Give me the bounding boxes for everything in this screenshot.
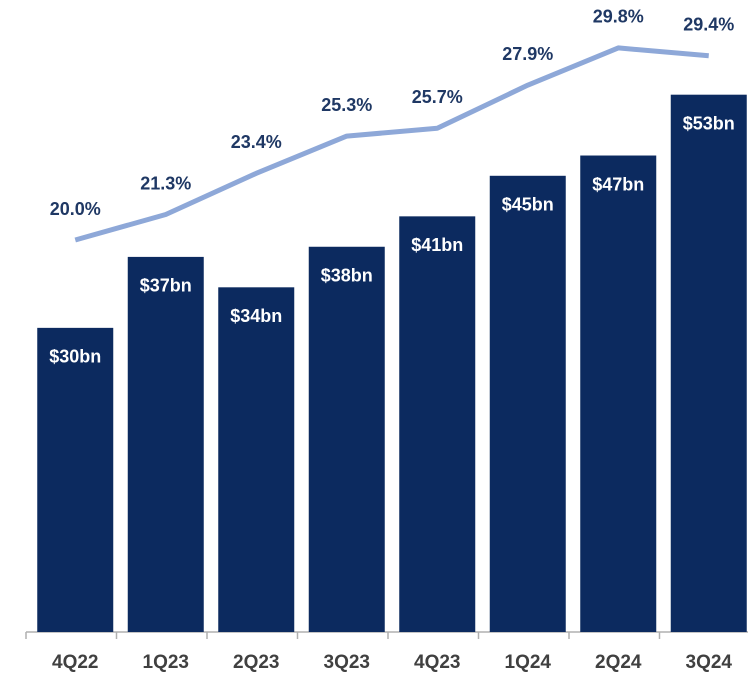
x-tick-label: 3Q23 xyxy=(324,652,370,673)
x-tick-label: 4Q22 xyxy=(52,652,98,673)
bar-value-label: $34bn xyxy=(230,306,282,326)
bar xyxy=(218,287,295,632)
bar-value-label: $41bn xyxy=(411,235,463,255)
bar-value-label: $47bn xyxy=(592,174,644,194)
line-value-label: 20.0% xyxy=(50,199,101,219)
bar xyxy=(580,155,657,632)
bar-value-label: $45bn xyxy=(502,195,554,215)
bar-value-label: $53bn xyxy=(683,113,735,133)
bar xyxy=(670,94,747,633)
x-tick-label: 4Q23 xyxy=(414,652,460,673)
bar-value-label: $30bn xyxy=(49,347,101,367)
x-tick-label: 3Q24 xyxy=(686,652,733,673)
x-tick-label: 2Q24 xyxy=(595,652,642,673)
line-value-label: 23.4% xyxy=(231,132,282,152)
bar xyxy=(489,175,566,633)
x-tick-label: 2Q23 xyxy=(233,652,279,673)
bar xyxy=(308,246,385,633)
line-value-label: 29.8% xyxy=(593,7,644,27)
line-value-label: 27.9% xyxy=(502,44,553,64)
line-value-label: 21.3% xyxy=(140,173,191,193)
bar-value-label: $38bn xyxy=(321,266,373,286)
bar xyxy=(399,216,476,632)
bar xyxy=(37,327,114,632)
line xyxy=(74,45,709,243)
line-value-label: 25.3% xyxy=(321,95,372,115)
x-tick-label: 1Q23 xyxy=(143,652,189,673)
bar xyxy=(127,256,204,632)
bar-value-label: $37bn xyxy=(140,276,192,296)
x-tick-label: 1Q24 xyxy=(505,652,552,673)
line-value-label: 29.4% xyxy=(683,15,734,35)
line-value-label: 25.7% xyxy=(412,87,463,107)
